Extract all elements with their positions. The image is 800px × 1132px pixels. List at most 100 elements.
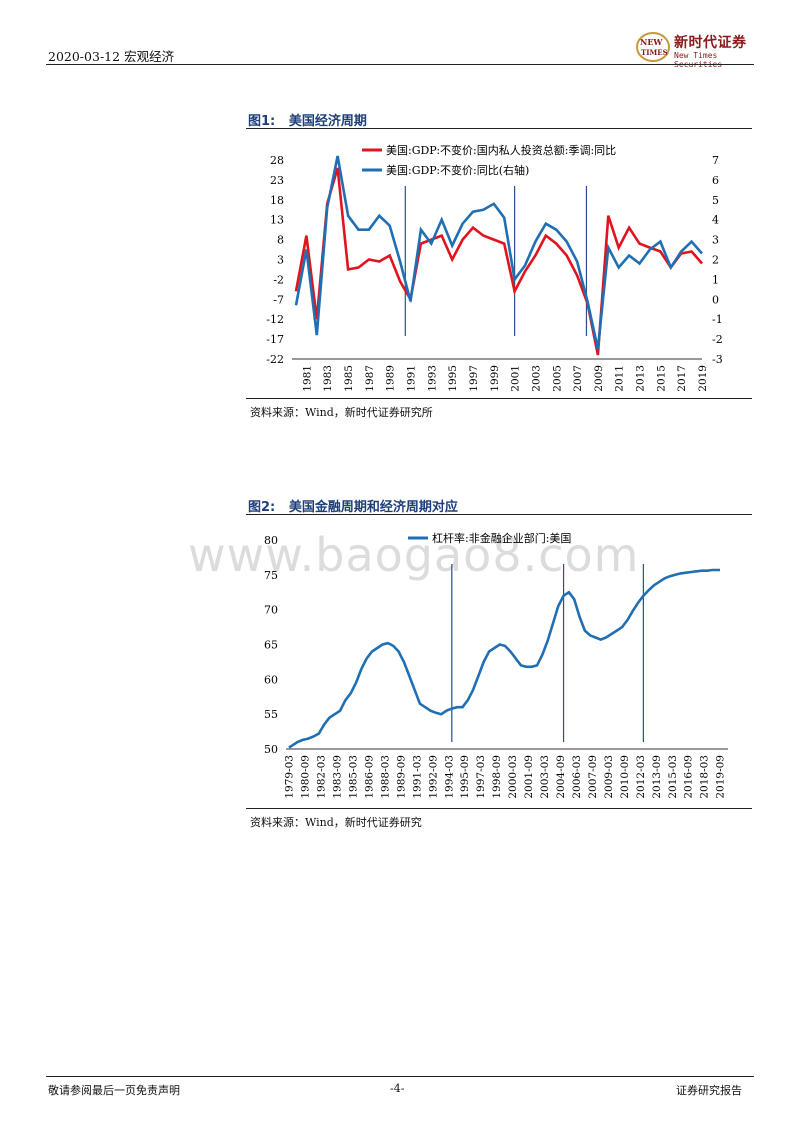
chart-1-right-tick: -1 — [712, 313, 723, 326]
chart-1-right-tick: 5 — [712, 194, 719, 207]
chart-1-x-tick: 2019 — [697, 365, 709, 392]
chart-2-x-tick: 1998-09 — [491, 755, 503, 799]
chart-2-y-tick: 50 — [264, 743, 278, 756]
chart-1-legend: 美国:GDP:不变价:国内私人投资总额:季调:同比 美国:GDP:不变价:同比(… — [362, 143, 616, 177]
chart-1-left-tick: 8 — [277, 234, 284, 247]
figure-1-source: 资料来源：Wind，新时代证券研究所 — [250, 406, 433, 419]
chart-1-right-tick: 6 — [712, 174, 719, 187]
chart-2-y-tick: 60 — [264, 673, 278, 686]
chart-2-x-tick: 1992-09 — [427, 755, 439, 799]
brand-logo: NEW TIMES 新时代证券 New Times Securities — [636, 30, 766, 69]
chart-2-x-tick: 1995-09 — [459, 755, 471, 799]
figure-2-title: 图2: 美国金融周期和经济周期对应 — [248, 496, 458, 515]
chart-1-x-tick: 1993 — [426, 365, 438, 392]
figure-2-top-rule — [246, 514, 752, 515]
chart-2-x-tick: 2013-09 — [651, 755, 663, 799]
chart-1-left-tick: -12 — [266, 313, 284, 326]
chart-1-x-tick: 1995 — [447, 365, 459, 392]
chart-1-left-tick: 28 — [270, 154, 284, 167]
chart-1-right-tick: -2 — [712, 333, 723, 346]
chart-2: 杠杆率:非金融企业部门:美国 80 75 70 65 60 55 50 1979-03 198… — [264, 531, 728, 799]
chart-1-x-axis-ticks: 1981 1983 1985 1987 1989 1991 1993 1995 1997 1999… — [301, 365, 709, 392]
chart-1-x-tick: 2017 — [676, 365, 688, 392]
chart-1-x-tick: 1991 — [406, 365, 418, 392]
logo-text-bottom: TIMES — [641, 48, 668, 57]
chart-1-x-tick: 2013 — [635, 365, 647, 392]
footer-report-type: 证券研究报告 — [676, 1084, 742, 1097]
chart-1-right-tick: 3 — [712, 234, 719, 247]
chart-2-x-tick: 1991-03 — [411, 755, 423, 799]
chart-2-y-axis-ticks: 80 75 70 65 60 55 50 — [264, 534, 278, 756]
chart-1-series-investment — [294, 167, 703, 356]
chart-1-x-tick: 1997 — [468, 365, 480, 392]
chart-1-left-tick: 13 — [270, 214, 284, 227]
header-date-category: 2020-03-12 宏观经济 — [48, 46, 174, 65]
chart-1-x-tick: 2015 — [655, 365, 667, 392]
chart-2-y-tick: 80 — [264, 534, 278, 547]
chart-2-x-tick: 1985-03 — [347, 755, 359, 799]
chart-2-x-tick: 2019-09 — [715, 755, 727, 799]
chart-2-x-tick: 2003-03 — [539, 755, 551, 799]
chart-1-x-tick: 1981 — [301, 365, 313, 392]
chart-1-right-tick: 7 — [712, 154, 719, 167]
figure-1-top-rule — [246, 128, 752, 129]
chart-1-left-tick: -17 — [266, 333, 284, 346]
chart-2-x-tick: 1997-03 — [475, 755, 487, 799]
chart-2-x-tick: 1988-03 — [379, 755, 391, 799]
chart-1-right-tick: 0 — [712, 293, 719, 306]
chart-2-x-tick: 2000-03 — [507, 755, 519, 799]
chart-1-x-tick: 2009 — [593, 365, 605, 392]
chart-2-y-tick: 55 — [264, 708, 278, 721]
chart-2-x-tick: 2018-03 — [699, 755, 711, 799]
header-category: 宏观经济 — [124, 49, 175, 64]
chart-1-left-axis-ticks: 28 23 18 13 8 3 -2 -7 -12 -17 -22 — [266, 154, 284, 366]
chart-2-y-tick: 75 — [264, 569, 278, 582]
chart-2-x-tick: 2009-03 — [603, 755, 615, 799]
legend-2-label: 杠杆率:非金融企业部门:美国 — [432, 531, 571, 545]
chart-1-x-tick: 2005 — [551, 365, 563, 392]
brand-logo-icon: NEW TIMES — [636, 32, 670, 62]
chart-1-left-tick: -7 — [273, 293, 284, 306]
chart-1-left-tick: 23 — [270, 174, 284, 187]
chart-1: 美国:GDP:不变价:国内私人投资总额:季调:同比 美国:GDP:不变价:同比(… — [266, 143, 723, 392]
chart-2-x-tick: 2006-03 — [571, 755, 583, 799]
logo-text-top: NEW — [640, 37, 663, 47]
chart-2-series-leverage — [288, 568, 720, 749]
chart-1-x-tick: 1989 — [385, 365, 397, 392]
chart-1-left-tick: 18 — [270, 194, 284, 207]
chart-2-vertical-markers — [451, 564, 644, 742]
chart-1-x-tick: 2001 — [510, 365, 522, 392]
chart-2-x-tick: 1983-09 — [332, 755, 344, 799]
chart-1-left-tick: -22 — [266, 353, 284, 366]
chart-1-right-tick: 1 — [712, 273, 719, 286]
chart-2-x-tick: 1994-03 — [443, 755, 455, 799]
chart-1-right-tick: 2 — [712, 254, 719, 267]
chart-2-x-tick: 2007-09 — [587, 755, 599, 799]
chart-1-x-tick: 2003 — [530, 365, 542, 392]
chart-1-x-tick: 1999 — [489, 365, 501, 392]
figure-2-title-text: 美国金融周期和经济周期对应 — [288, 500, 458, 515]
footer-rule — [46, 1076, 754, 1077]
chart-1-x-tick: 2007 — [572, 365, 584, 392]
brand-subtitle: New Times Securities — [674, 51, 723, 69]
figure-1-bottom-rule — [246, 398, 752, 399]
chart-2-x-tick: 1989-09 — [395, 755, 407, 799]
figure-2-label: 图2: — [248, 500, 276, 515]
figure-1-title-text: 美国经济周期 — [288, 114, 367, 129]
header-rule — [46, 64, 754, 65]
footer-disclaimer: 敬请参阅最后一页免责声明 — [48, 1084, 180, 1097]
chart-2-x-tick: 2016-09 — [683, 755, 695, 799]
chart-1-right-tick: 4 — [712, 214, 719, 227]
footer-page-number: -4- — [390, 1082, 405, 1095]
figure-1-label: 图1: — [248, 114, 276, 129]
chart-2-y-tick: 70 — [264, 604, 278, 617]
chart-2-x-tick: 2010-09 — [619, 755, 631, 799]
chart-2-x-tick: 1980-09 — [300, 755, 312, 799]
header-date: 2020-03-12 — [48, 49, 121, 64]
chart-1-right-axis-ticks: 7 6 5 4 3 2 1 0 -1 -2 -3 — [712, 154, 723, 366]
legend-1-label-red: 美国:GDP:不变价:国内私人投资总额:季调:同比 — [386, 143, 616, 157]
chart-1-x-tick: 1987 — [364, 365, 376, 392]
chart-2-legend: 杠杆率:非金融企业部门:美国 — [408, 531, 571, 545]
chart-2-x-tick: 2004-09 — [555, 755, 567, 799]
chart-1-series-gdp — [294, 155, 703, 350]
